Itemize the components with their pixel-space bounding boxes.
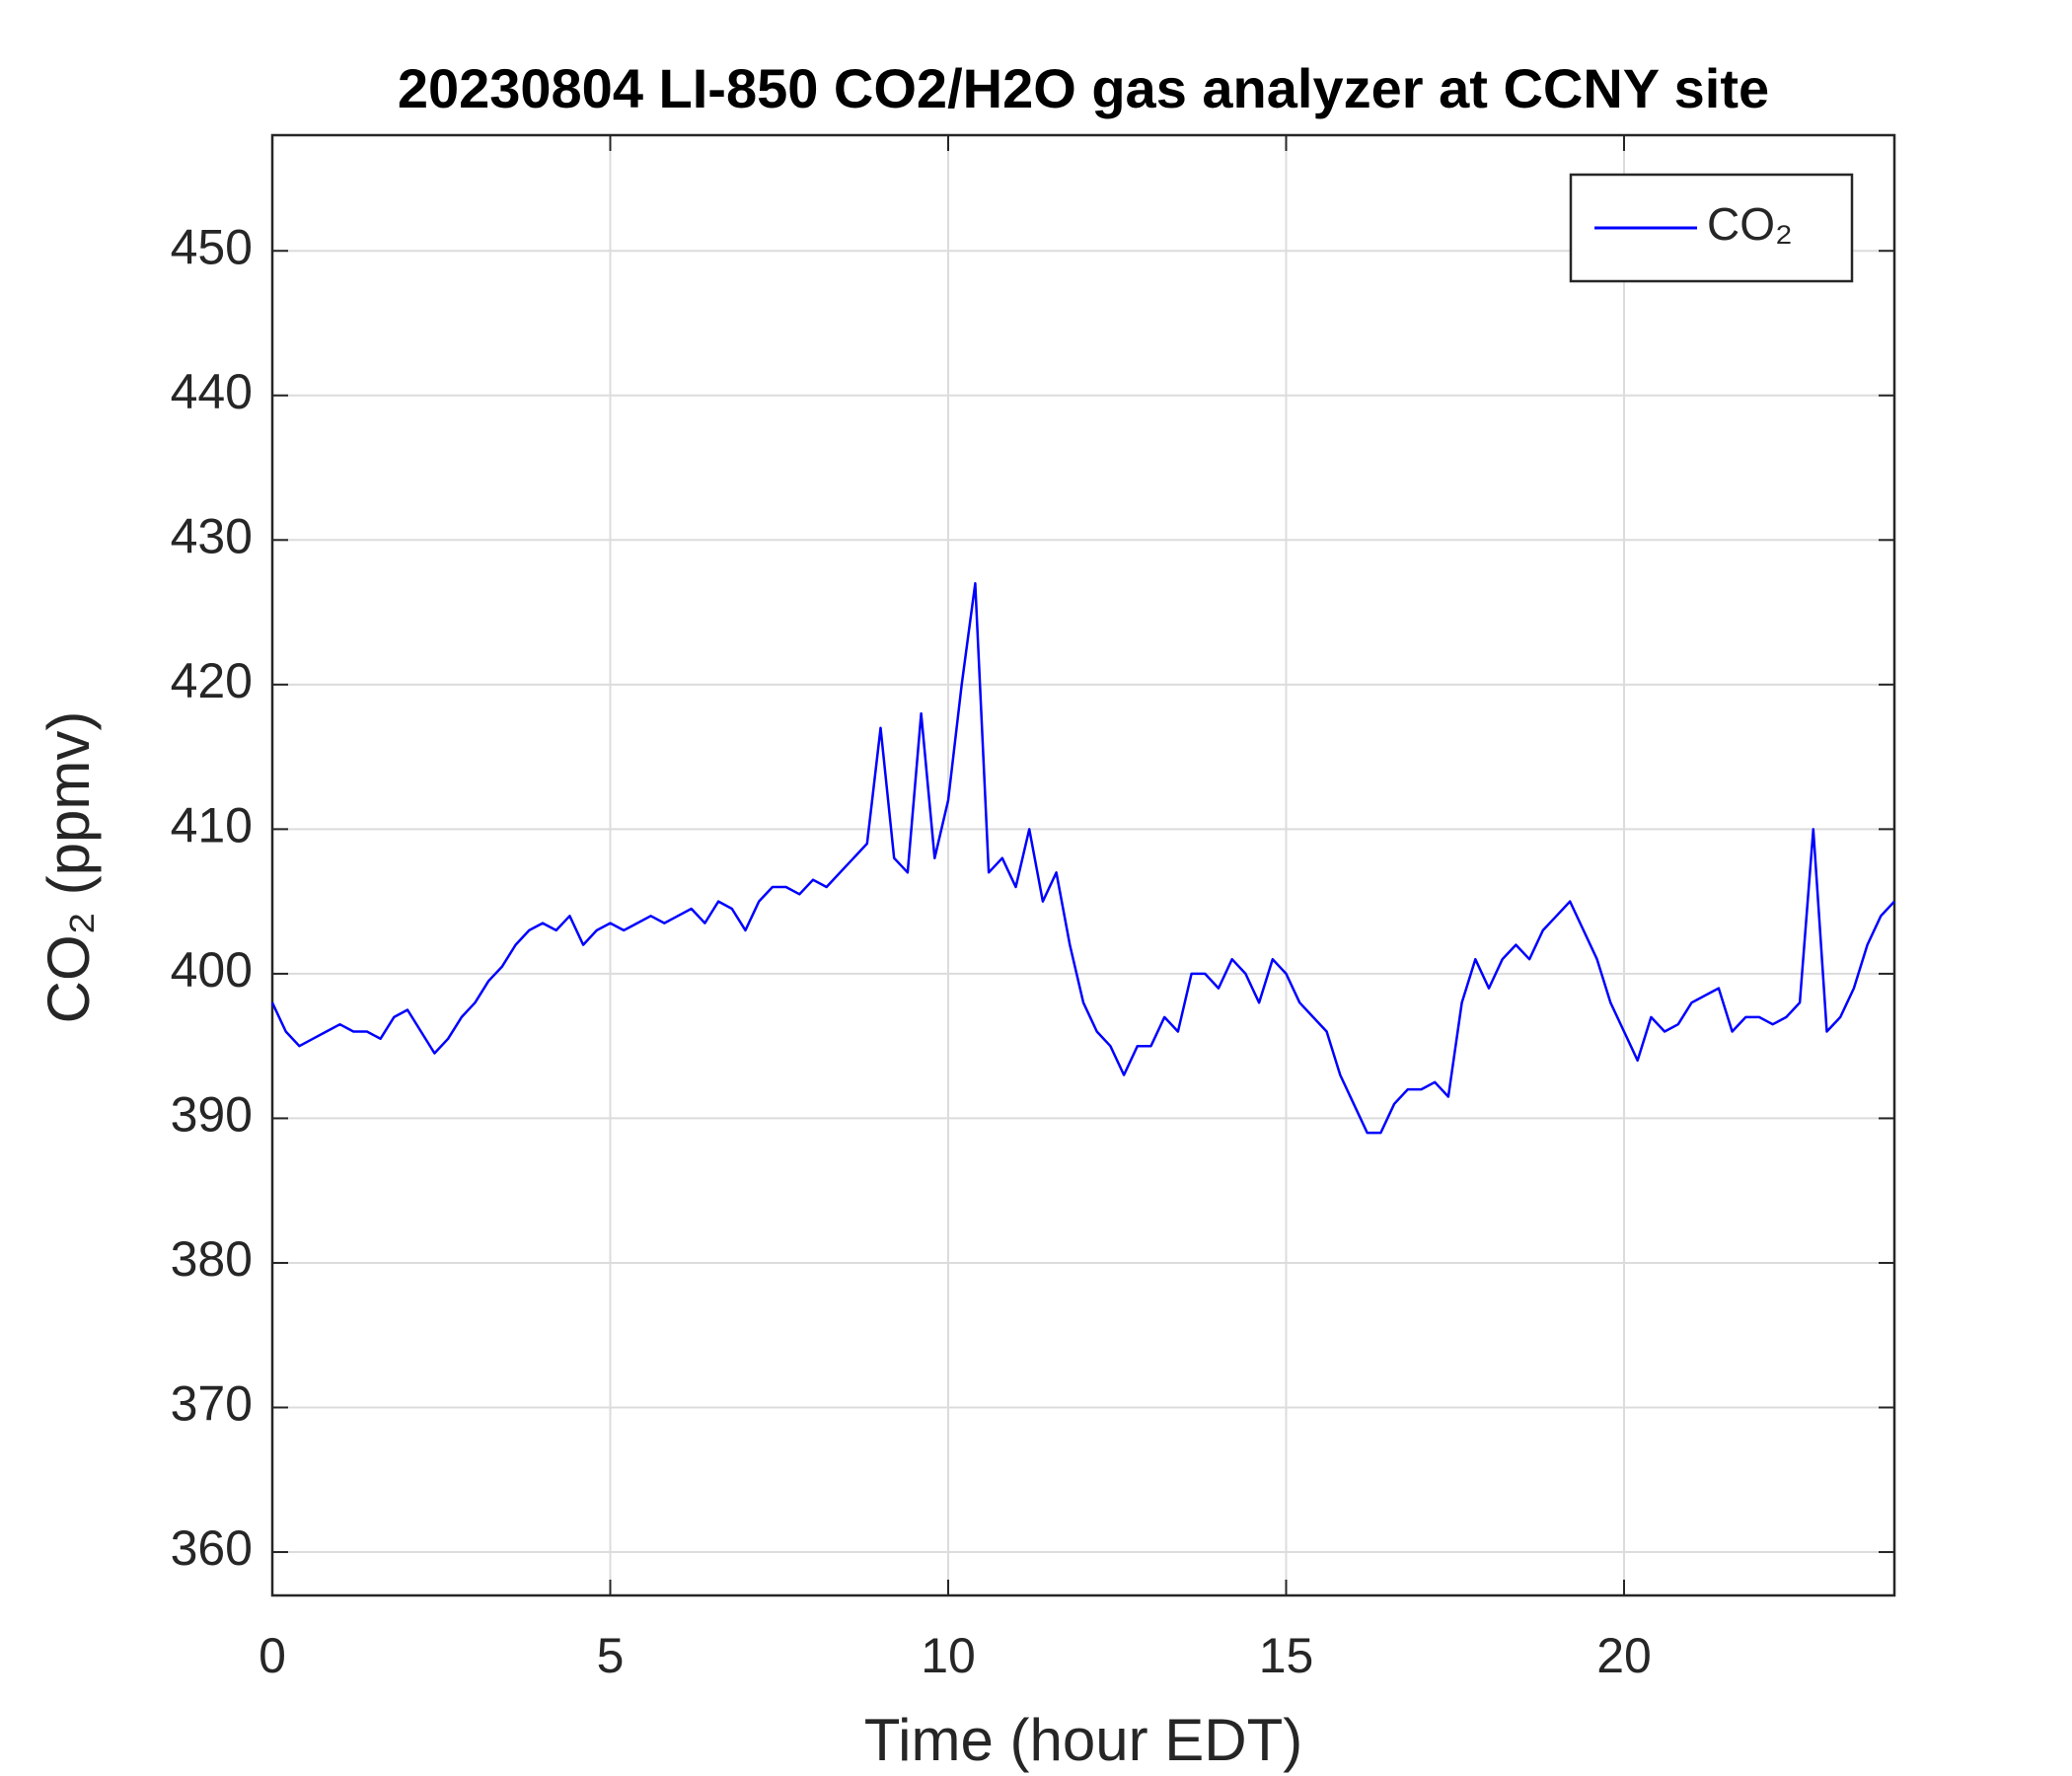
x-tick-label: 0 — [259, 1628, 286, 1683]
y-tick-label: 370 — [171, 1376, 253, 1432]
y-tick-label: 390 — [171, 1087, 253, 1143]
x-tick-label: 15 — [1259, 1628, 1314, 1683]
y-axis-label: CO₂ (ppmv) — [36, 711, 102, 1024]
y-tick-label: 430 — [171, 509, 253, 564]
x-tick-label: 20 — [1596, 1628, 1652, 1683]
y-tick-label: 450 — [171, 219, 253, 274]
y-tick-label: 420 — [171, 653, 253, 708]
plot-frame — [270, 133, 1896, 1597]
legend-label: CO₂ — [1707, 198, 1793, 250]
x-axis-label: Time (hour EDT) — [864, 1707, 1303, 1773]
y-tick-label: 410 — [171, 798, 253, 853]
x-tick-label: 10 — [921, 1628, 976, 1683]
data-line — [270, 582, 1895, 1135]
chart-title: 20230804 LI-850 CO2/H2O gas analyzer at … — [398, 57, 1769, 119]
y-tick-label: 400 — [171, 942, 253, 998]
x-tick-label: 5 — [597, 1628, 625, 1683]
y-tick-label: 440 — [171, 364, 253, 419]
y-tick-label: 380 — [171, 1231, 253, 1287]
y-tick-label: 360 — [171, 1520, 253, 1576]
